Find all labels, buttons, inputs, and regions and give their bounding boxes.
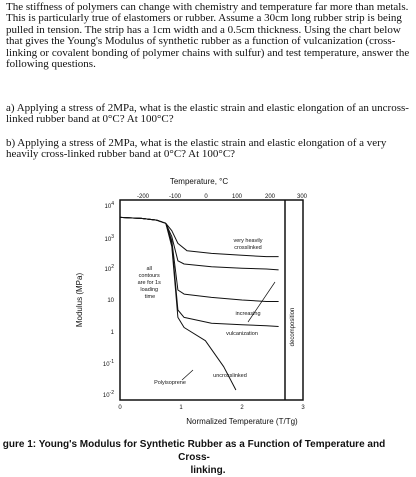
polyisoprene-leader xyxy=(181,369,194,381)
bottom-tick-label: 3 xyxy=(301,405,305,411)
top-tick-label: 0 xyxy=(204,194,208,200)
y-tick-label: 10 xyxy=(107,298,114,304)
y-tick-label: 10-1 xyxy=(103,359,114,368)
series-curves xyxy=(119,216,279,391)
plot-frame xyxy=(119,199,304,401)
x-axis-label: Normalized Temperature (T/Tg) xyxy=(186,417,298,426)
caption-line-1: gure 1: Young's Modulus for Synthetic Ru… xyxy=(2,439,386,463)
increasing-arrow xyxy=(247,281,276,323)
y-axis-label: Modulus (MPa) xyxy=(75,273,84,328)
y-tick-label: 103 xyxy=(105,234,115,243)
top-tick-label: 300 xyxy=(297,194,308,200)
label-increasing: increasing xyxy=(235,311,260,317)
figure-caption: gure 1: Young's Modulus for Synthetic Ru… xyxy=(0,438,416,477)
top-tick-label: 200 xyxy=(265,194,276,200)
y-tick-label: 104 xyxy=(105,201,115,210)
chart-title: Temperature, °C xyxy=(170,177,229,186)
decomposition-label: decomposition xyxy=(290,308,296,347)
y-tick-label: 102 xyxy=(105,264,115,273)
label-uncrosslinked: uncrosslinked xyxy=(213,373,247,379)
bottom-tick-label: 2 xyxy=(240,405,244,411)
y-tick-label: 1 xyxy=(111,330,115,336)
label-vulcanization: vulcanization xyxy=(226,331,258,337)
label-polyisoprene: Polyisoprene xyxy=(154,380,186,386)
y-tick-label: 10-2 xyxy=(103,390,114,399)
bottom-tick-label: 1 xyxy=(179,405,183,411)
caption-line-2: linking. xyxy=(190,465,226,476)
question-a: a) Applying a stress of 2MPa, what is th… xyxy=(6,102,409,126)
series-line-4 xyxy=(119,216,237,391)
intro-paragraph: The stiffness of polymers can change wit… xyxy=(6,1,410,71)
note-loading-time: all contours are for 1s loading time xyxy=(138,266,163,300)
top-tick-label: -100 xyxy=(169,194,182,200)
label-very-heavily: very heavily crosslinked xyxy=(233,238,262,251)
question-b: b) Applying a stress of 2MPa, what is th… xyxy=(6,137,387,161)
top-tick-label: 100 xyxy=(232,194,243,200)
bottom-tick-label: 0 xyxy=(118,405,122,411)
modulus-chart: Temperature, °C -200 -100 0 100 200 300 … xyxy=(75,177,308,426)
top-tick-label: -200 xyxy=(137,194,150,200)
